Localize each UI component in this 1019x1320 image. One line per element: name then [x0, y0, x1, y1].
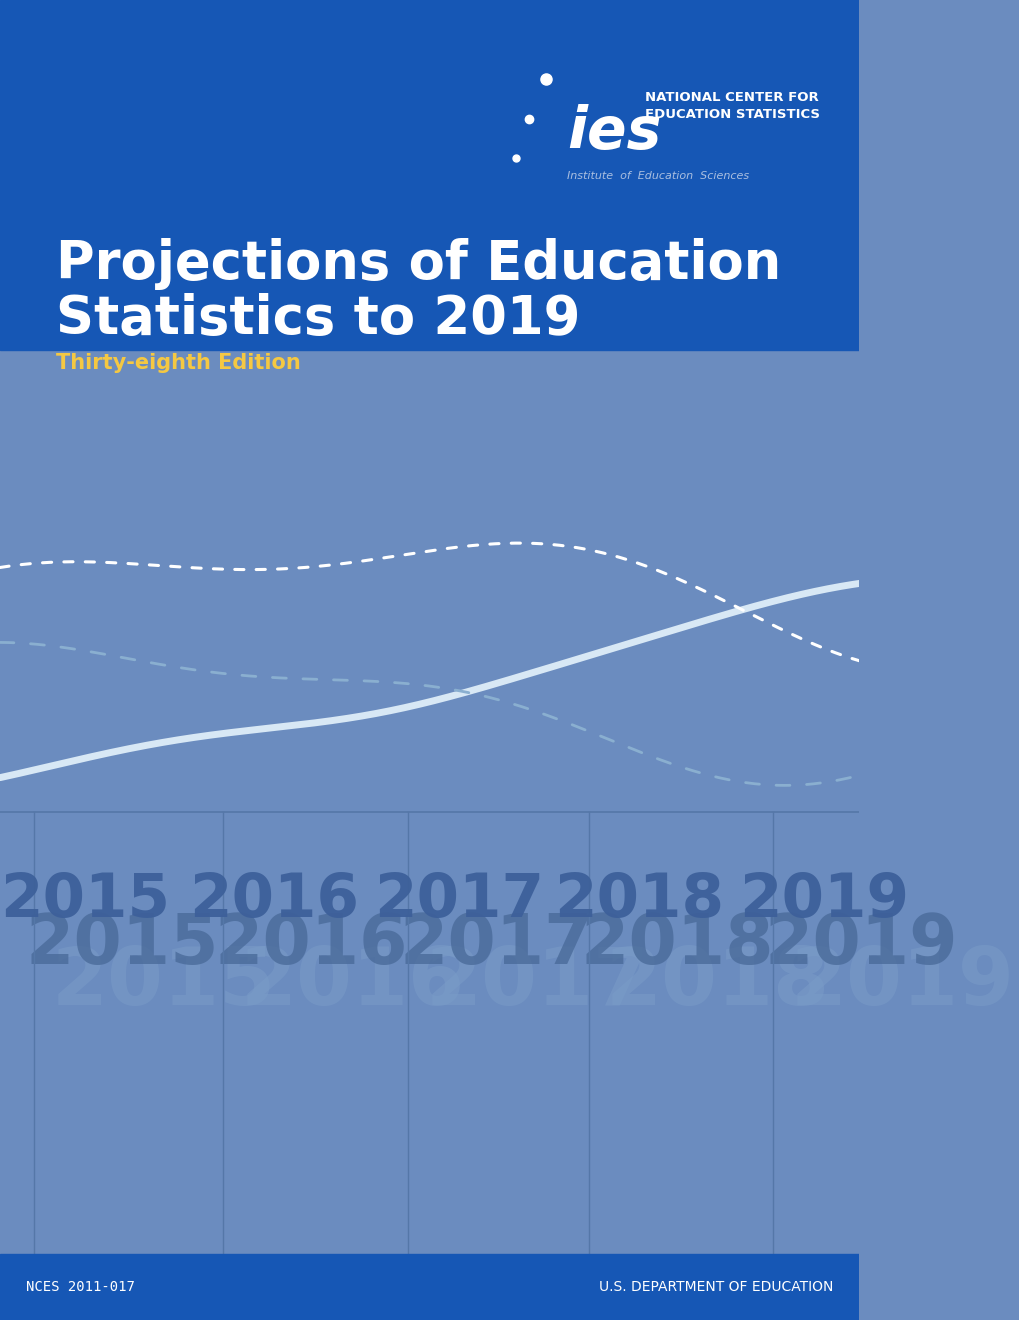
Text: Projections of Education: Projections of Education [56, 238, 781, 290]
Text: 2019: 2019 [790, 944, 1014, 1022]
Text: 2019: 2019 [764, 911, 958, 978]
Text: 2016: 2016 [189, 871, 359, 931]
Text: 2017: 2017 [425, 944, 649, 1022]
Text: 2019: 2019 [739, 871, 908, 931]
Text: 2017: 2017 [373, 871, 543, 931]
Text: NATIONAL CENTER FOR
EDUCATION STATISTICS: NATIONAL CENTER FOR EDUCATION STATISTICS [644, 91, 818, 120]
Text: 2018: 2018 [605, 944, 829, 1022]
Bar [0, 1254, 859, 1320]
Text: 2018: 2018 [580, 911, 772, 978]
Text: 2016: 2016 [215, 911, 408, 978]
Text: 2015: 2015 [0, 871, 170, 931]
Text: 2015: 2015 [25, 911, 219, 978]
Bar [0, 0, 859, 350]
Text: U.S. DEPARTMENT OF EDUCATION: U.S. DEPARTMENT OF EDUCATION [598, 1280, 833, 1294]
Text: 2016: 2016 [240, 944, 465, 1022]
Text: Statistics to 2019: Statistics to 2019 [56, 293, 580, 346]
Text: NCES 2011-017: NCES 2011-017 [25, 1280, 135, 1294]
Text: 2017: 2017 [399, 911, 592, 978]
Text: Thirty-eighth Edition: Thirty-eighth Edition [56, 352, 301, 374]
Text: 2018: 2018 [553, 871, 723, 931]
Text: ies: ies [567, 103, 661, 161]
Text: 2015: 2015 [52, 944, 275, 1022]
Text: Institute  of  Education  Sciences: Institute of Education Sciences [567, 170, 749, 181]
